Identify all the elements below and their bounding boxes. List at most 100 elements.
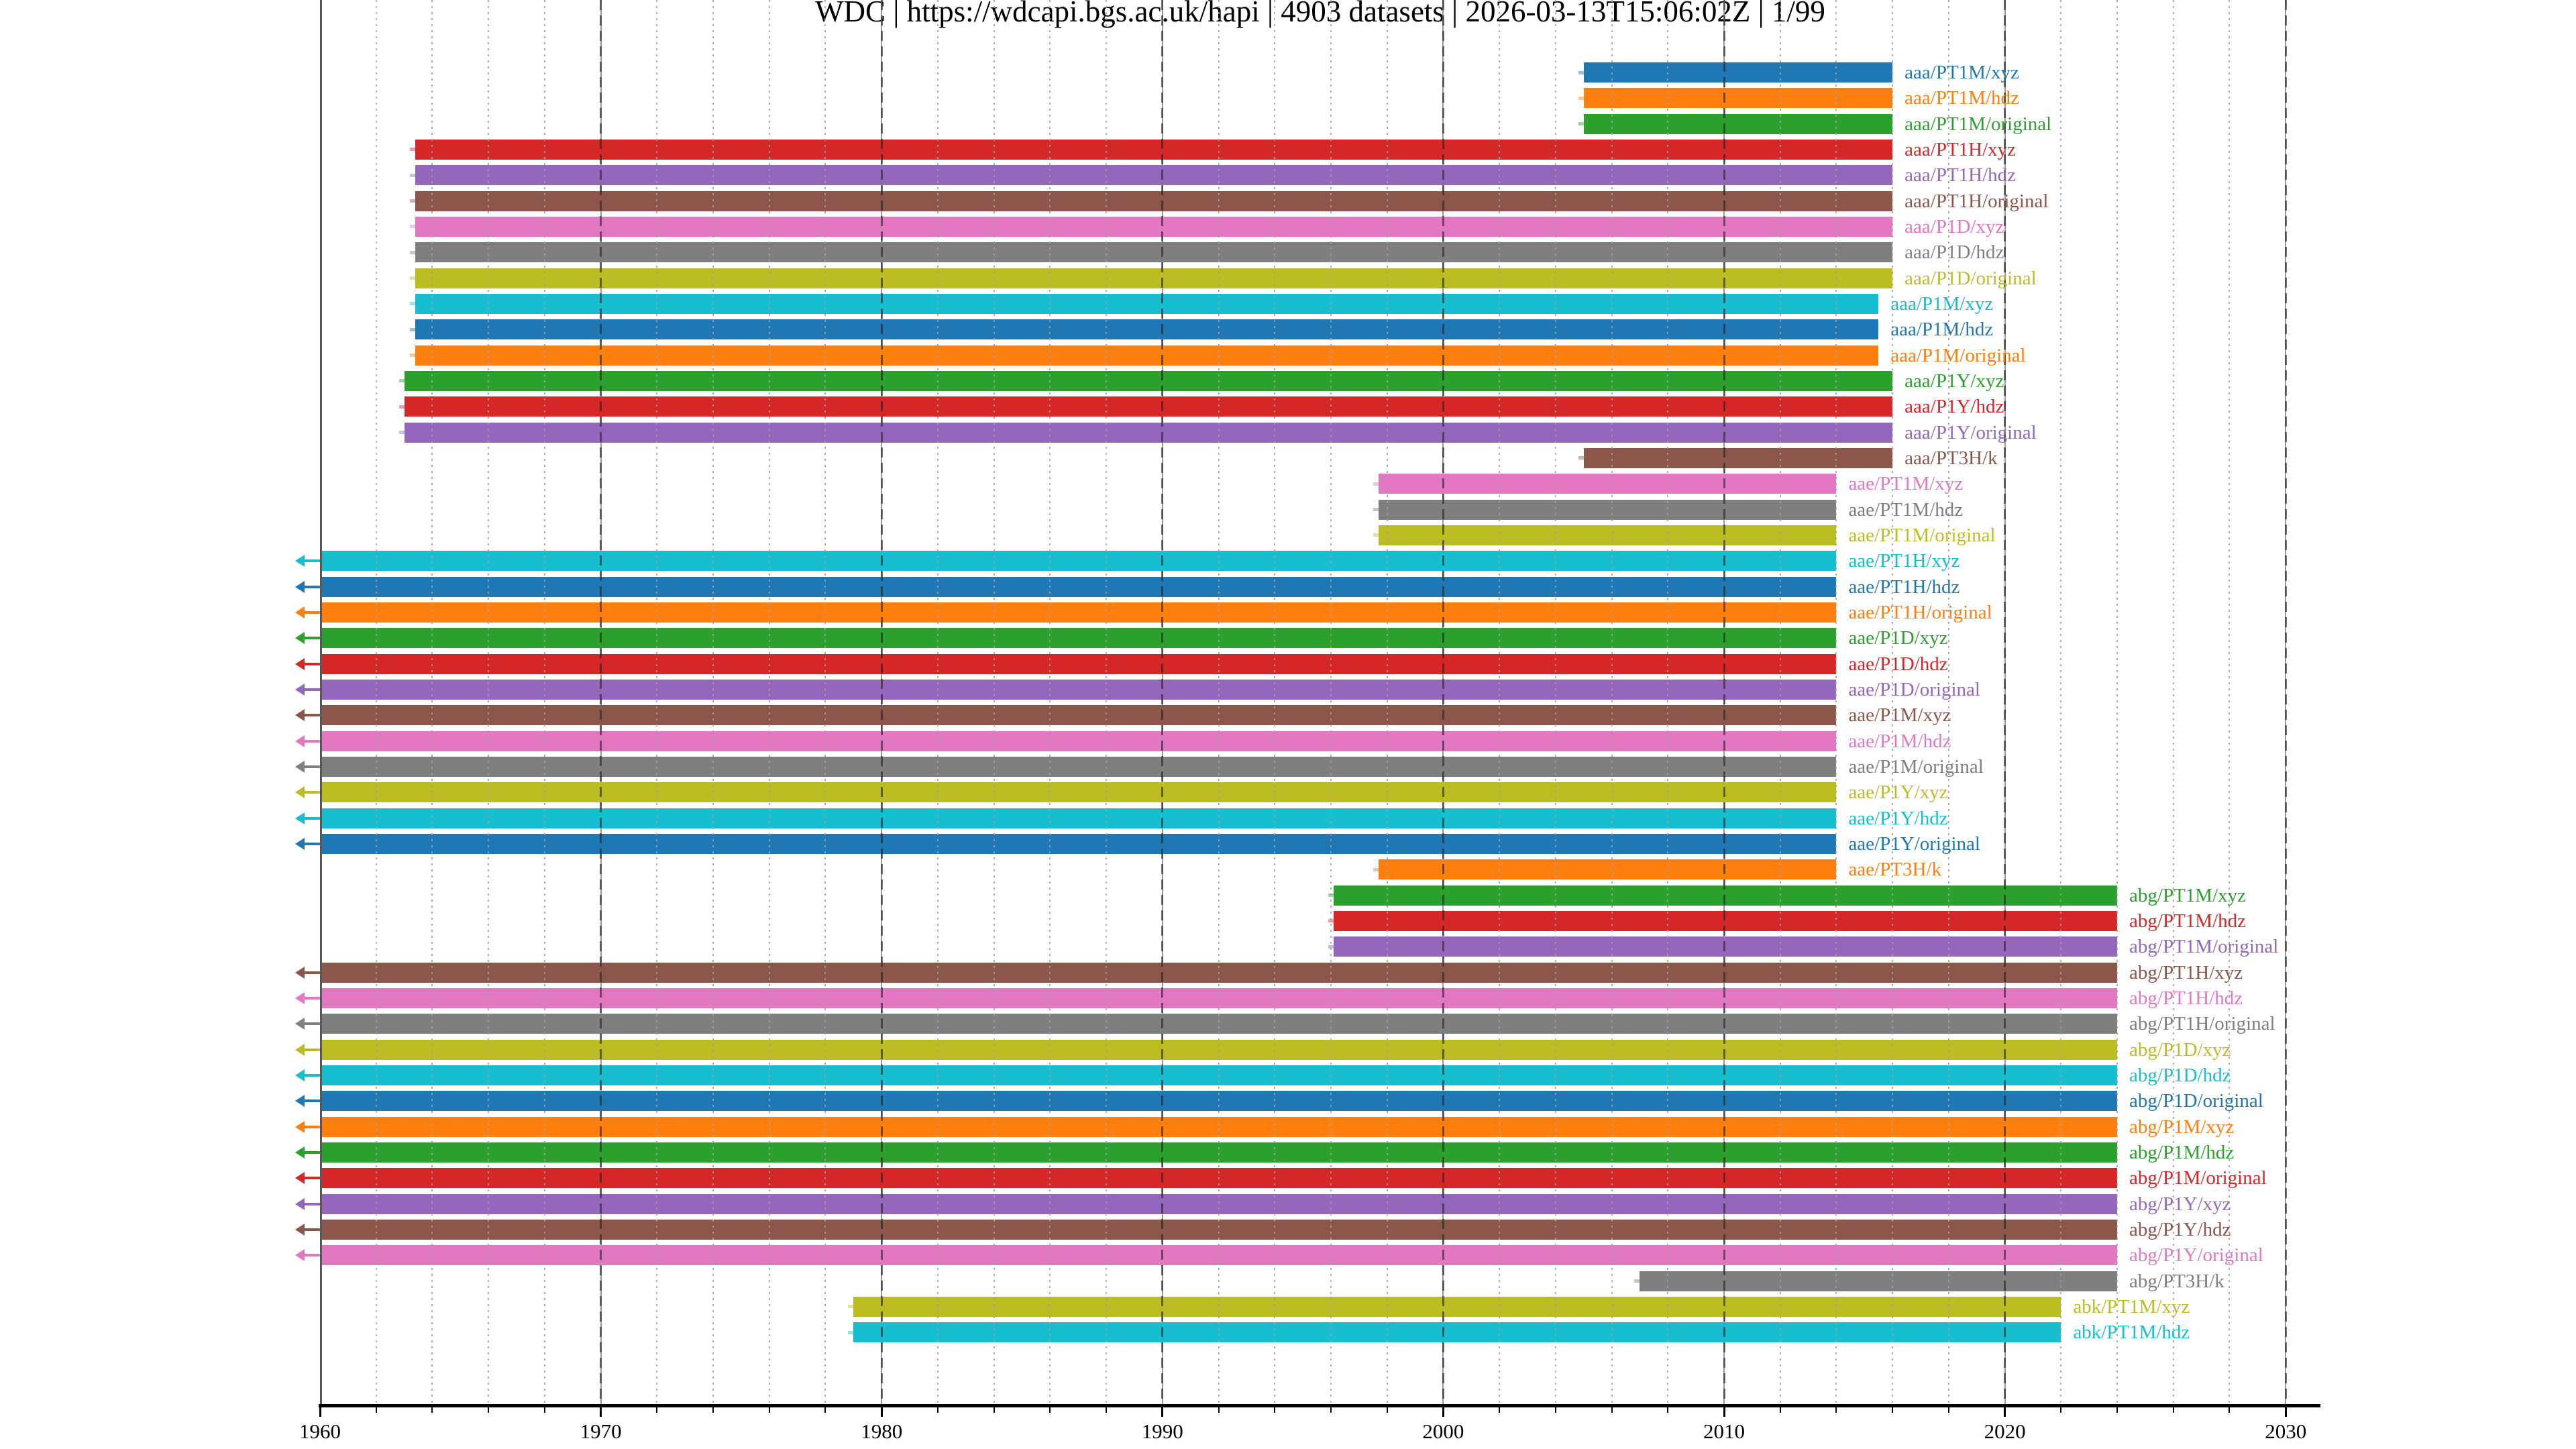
dataset-label: aae/P1M/original: [1848, 755, 1984, 777]
bar-start-tick: [410, 173, 416, 177]
timeline-bar: [1334, 936, 2118, 957]
bar-start-tick: [1578, 456, 1584, 460]
dataset-label: aae/P1Y/xyz: [1848, 782, 1948, 804]
axis-tick-minor: [768, 1407, 770, 1413]
timeline-bar: [320, 628, 1837, 649]
dataset-label: aaa/P1Y/original: [1904, 421, 2037, 443]
timeline-bar: [1379, 474, 1837, 494]
axis-tick-minor: [1049, 1407, 1051, 1413]
gridline-major: [600, 0, 602, 1404]
dataset-label: aae/PT1H/hdz: [1848, 576, 1960, 598]
gridline-minor: [1274, 0, 1276, 1404]
bar-start-tick: [410, 199, 416, 203]
bar-start-tick: [1578, 96, 1584, 100]
timeline-bar: [415, 165, 1893, 186]
gridline-minor: [768, 0, 770, 1404]
left-arrow-icon: [295, 1018, 305, 1030]
timeline-bar: [1583, 447, 1893, 468]
dataset-label: aaa/P1Y/xyz: [1904, 370, 2004, 392]
timeline-bar: [415, 242, 1893, 263]
left-arrow-icon: [295, 991, 305, 1004]
dataset-label: abg/PT1M/xyz: [2129, 884, 2247, 906]
timeline-bar: [1334, 885, 2118, 906]
dataset-label: aae/PT1M/original: [1848, 524, 1996, 546]
gridline-minor: [1779, 0, 1781, 1404]
left-arrow-shaft: [304, 765, 322, 768]
axis-tick-minor: [2116, 1407, 2118, 1413]
dataset-label: abk/PT1M/xyz: [2073, 1295, 2190, 1318]
axis-tick-minor: [1218, 1407, 1220, 1413]
axis-tick-minor: [1274, 1407, 1276, 1413]
dataset-label: aaa/P1M/original: [1890, 344, 2026, 366]
bar-start-tick: [1373, 482, 1379, 486]
axis-tick-minor: [2172, 1407, 2174, 1413]
timeline-bar: [320, 576, 1837, 597]
timeline-bar: [320, 731, 1837, 751]
dataset-label: aaa/P1D/xyz: [1904, 215, 2004, 237]
dataset-label: abg/PT3H/k: [2129, 1270, 2224, 1292]
axis-tick-label: 2020: [1984, 1419, 2026, 1443]
left-arrow-icon: [295, 966, 305, 979]
dataset-label: aaa/PT1H/original: [1904, 190, 2049, 212]
left-arrow-shaft: [304, 816, 322, 820]
axis-tick-minor: [1106, 1407, 1108, 1413]
bar-start-tick: [1578, 70, 1584, 74]
axis-tick-minor: [1835, 1407, 1837, 1413]
dataset-label: abg/P1M/original: [2129, 1167, 2267, 1189]
axis-tick-minor: [1779, 1407, 1781, 1413]
timeline-bar: [415, 139, 1893, 160]
left-arrow-shaft: [304, 996, 322, 1000]
dataset-label: abk/PT1M/hdz: [2073, 1322, 2190, 1344]
bar-start-tick: [410, 225, 416, 229]
dataset-label: abg/PT1H/xyz: [2129, 961, 2243, 983]
bar-start-tick: [1578, 122, 1584, 126]
dataset-label: abg/P1M/xyz: [2129, 1116, 2235, 1138]
axis-tick-minor: [1554, 1407, 1556, 1413]
left-arrow-icon: [295, 683, 305, 696]
dataset-label: abg/P1D/xyz: [2129, 1038, 2231, 1061]
dataset-label: aae/PT1M/xyz: [1848, 473, 1964, 495]
gridline-minor: [1947, 0, 1949, 1404]
gridline-major: [1161, 0, 1164, 1404]
bar-start-tick: [1634, 1279, 1640, 1283]
left-arrow-icon: [295, 1095, 305, 1108]
gridline-minor: [656, 0, 658, 1404]
timeline-bar: [320, 833, 1837, 854]
bar-start-tick: [398, 379, 405, 383]
dataset-label: abg/P1M/hdz: [2129, 1141, 2235, 1163]
dataset-label: aae/P1Y/hdz: [1848, 807, 1948, 829]
timeline-bar: [320, 756, 1837, 777]
dataset-label: abg/P1D/hdz: [2129, 1064, 2231, 1086]
dataset-label: abg/P1Y/original: [2129, 1244, 2263, 1267]
dataset-label: aaa/P1M/xyz: [1890, 292, 1994, 315]
dataset-label: aae/P1D/hdz: [1848, 653, 1948, 675]
axis-tick-minor: [375, 1407, 377, 1413]
timeline-bar: [1640, 1271, 2118, 1291]
axis-tick-label: 2000: [1422, 1419, 1464, 1443]
bar-start-tick: [398, 405, 405, 409]
left-arrow-icon: [295, 555, 305, 568]
gridline-minor: [712, 0, 714, 1404]
bar-start-tick: [848, 1305, 854, 1309]
bar-start-tick: [410, 327, 416, 331]
timeline-bar: [415, 191, 1893, 211]
left-arrow-shaft: [304, 1202, 322, 1205]
gridline-minor: [1835, 0, 1837, 1404]
left-arrow-icon: [295, 657, 305, 670]
axis-tick-label: 1980: [861, 1419, 903, 1443]
axis-tick-minor: [1330, 1407, 1332, 1413]
axis-tick-minor: [824, 1407, 826, 1413]
dataset-label: aae/PT1M/hdz: [1848, 498, 1964, 521]
gridline-major: [1723, 0, 1725, 1404]
gridline-minor: [488, 0, 490, 1404]
axis-tick-minor: [936, 1407, 938, 1413]
bar-start-tick: [398, 431, 405, 435]
axis-tick-minor: [2060, 1407, 2062, 1413]
gridline-major: [2284, 0, 2287, 1404]
left-arrow-icon: [295, 1120, 305, 1133]
left-arrow-icon: [295, 1043, 305, 1056]
timeline-bar: [1583, 113, 1893, 134]
dataset-label: abg/PT1H/hdz: [2129, 987, 2243, 1009]
timeline-bar: [1583, 62, 1893, 83]
axis-tick-label: 2030: [2265, 1419, 2307, 1443]
